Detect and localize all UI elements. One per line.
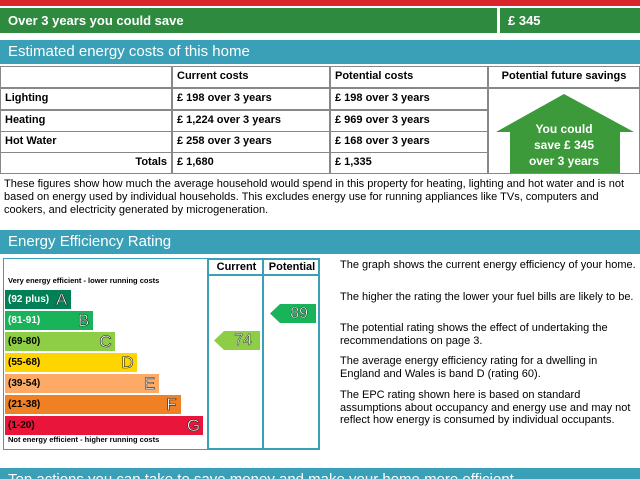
rating-note: The EPC rating shown here is based on st… bbox=[340, 389, 631, 426]
current-column bbox=[207, 258, 264, 450]
total-cell: £ 1,680 bbox=[172, 152, 330, 174]
band-letter: A bbox=[55, 290, 68, 310]
band-letter: B bbox=[77, 311, 90, 331]
rating-band bbox=[5, 374, 159, 393]
rating-note: The average energy efficiency rating for… bbox=[340, 355, 598, 380]
costs-note: These figures show how much the average … bbox=[4, 178, 625, 216]
cost-cell: £ 198 over 3 years bbox=[330, 88, 488, 110]
rating-note: The potential rating shows the effect of… bbox=[340, 322, 608, 347]
band-letter: D bbox=[121, 353, 134, 373]
band-letter: C bbox=[99, 332, 112, 352]
scale-label: Not energy efficient - higher running co… bbox=[8, 435, 160, 444]
savings-label: Over 3 years you could save bbox=[0, 8, 497, 33]
rating-band bbox=[5, 332, 115, 351]
rating-band bbox=[5, 416, 203, 435]
rating-band bbox=[5, 353, 137, 372]
total-cell: £ 1,335 bbox=[330, 152, 488, 174]
house-icon bbox=[496, 94, 634, 174]
row-label: Lighting bbox=[0, 88, 172, 110]
row-label: Hot Water bbox=[0, 131, 172, 153]
band-letter: G bbox=[186, 416, 201, 436]
rating-note: The higher the rating the lower your fue… bbox=[340, 291, 634, 303]
cost-cell: £ 198 over 3 years bbox=[172, 88, 330, 110]
rating-band bbox=[5, 311, 93, 330]
table-cell bbox=[0, 66, 172, 88]
column-label: Potential bbox=[268, 261, 316, 273]
scale-label: Very energy efficient - lower running co… bbox=[8, 276, 160, 285]
row-label: Heating bbox=[0, 110, 172, 132]
section-header: Estimated energy costs of this home bbox=[0, 40, 640, 64]
savings-amount: £ 345 bbox=[500, 8, 640, 33]
totals-label: Totals bbox=[0, 152, 172, 174]
band-range: (55-68) bbox=[8, 357, 41, 368]
band-range: (39-54) bbox=[8, 378, 41, 389]
cost-cell: £ 1,224 over 3 years bbox=[172, 110, 330, 132]
section-header: Top actions you can take to save money a… bbox=[0, 468, 640, 479]
band-letter: F bbox=[166, 395, 177, 415]
cost-cell: £ 258 over 3 years bbox=[172, 131, 330, 153]
rating-arrow: 74 bbox=[214, 331, 260, 350]
potential-column bbox=[262, 258, 320, 450]
cost-cell: £ 969 over 3 years bbox=[330, 110, 488, 132]
band-letter: E bbox=[143, 374, 156, 394]
band-range: (92 plus) bbox=[8, 294, 50, 305]
column-header: Potential future savings bbox=[488, 66, 640, 88]
rating-band bbox=[5, 290, 71, 309]
column-header: Potential costs bbox=[330, 66, 488, 88]
column-rule bbox=[207, 274, 320, 276]
rating-arrow: 89 bbox=[270, 304, 316, 323]
column-label: Current bbox=[216, 261, 257, 273]
rating-note: The graph shows the current energy effic… bbox=[340, 259, 636, 271]
rating-band bbox=[5, 395, 181, 414]
band-range: (69-80) bbox=[8, 336, 41, 347]
badge-text: save £ 345 bbox=[533, 138, 595, 152]
band-range: (81-91) bbox=[8, 315, 41, 326]
badge-text: over 3 years bbox=[528, 154, 600, 168]
cost-cell: £ 168 over 3 years bbox=[330, 131, 488, 153]
cut-banner bbox=[0, 0, 640, 6]
badge-text: You could bbox=[535, 122, 593, 136]
band-range: (21-38) bbox=[8, 399, 41, 410]
band-range: (1-20) bbox=[8, 420, 35, 431]
section-header: Energy Efficiency Rating bbox=[0, 230, 640, 254]
column-header: Current costs bbox=[172, 66, 330, 88]
